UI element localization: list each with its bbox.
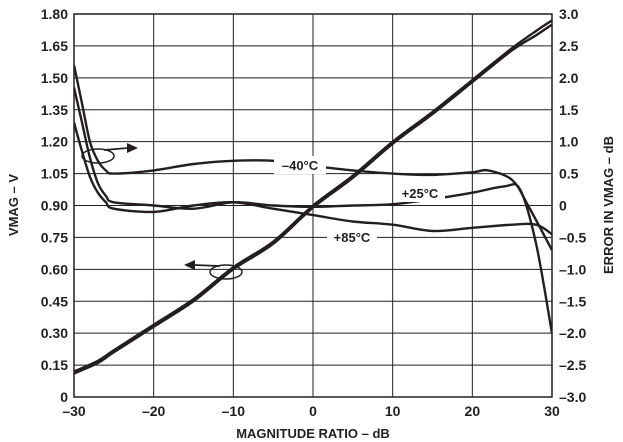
- data-series: [74, 19, 552, 375]
- vmag-curve-1: [74, 19, 552, 373]
- error-curve-4: [74, 122, 552, 236]
- y2-tick-label: 1.0: [559, 134, 579, 150]
- y-tick-label: 1.65: [41, 38, 68, 54]
- y2-tick-label: 2.5: [559, 38, 579, 54]
- tick-labels: –30 –20 –10 0 10 20 30 0 0.15 0.30 0.45 0.60 0.75 0.9…: [41, 6, 587, 419]
- y2-tick-label: 3.0: [559, 6, 579, 22]
- y-tick-label: 0.30: [41, 325, 68, 341]
- y-axis-title: VMAG – V: [6, 174, 21, 236]
- label-minus40c: –40°C: [282, 158, 319, 173]
- y2-tick-label: –3.0: [559, 389, 586, 405]
- x-axis-title: MAGNITUDE RATIO – dB: [236, 426, 390, 441]
- y2-tick-label: –1.5: [559, 293, 586, 309]
- x-tick-label: –30: [62, 403, 86, 419]
- x-tick-label: 20: [465, 403, 481, 419]
- y2-tick-label: 0.5: [559, 166, 579, 182]
- y-tick-label: 1.50: [41, 70, 68, 86]
- y2-tick-label: 0: [559, 198, 567, 214]
- y2-tick-label: –2.5: [559, 357, 586, 373]
- y-tick-label: 0.15: [41, 357, 68, 373]
- left-axis-indicator: [184, 260, 243, 280]
- error-curve-2: [74, 64, 552, 251]
- y2-axis-title: ERROR IN VMAG – dB: [601, 136, 616, 274]
- y-tick-label: 1.20: [41, 134, 68, 150]
- label-plus85c: +85°C: [334, 230, 371, 245]
- y-tick-label: 1.80: [41, 6, 68, 22]
- right-axis-indicator: [81, 143, 138, 164]
- y2-tick-label: –2.0: [559, 325, 586, 341]
- y2-tick-label: 2.0: [559, 70, 579, 86]
- label-bg-plus25: [395, 184, 445, 202]
- y-tick-label: 0.75: [41, 229, 68, 245]
- label-bg-plus85: [327, 228, 377, 246]
- x-tick-label: 30: [544, 403, 560, 419]
- label-bg-minus40: [274, 156, 326, 174]
- y2-tick-label: –0.5: [559, 229, 586, 245]
- plot-frame: [73, 13, 553, 398]
- label-plus25c: +25°C: [402, 186, 439, 201]
- x-tick-label: 0: [309, 403, 317, 419]
- y-tick-label: 1.35: [41, 102, 68, 118]
- x-tick-label: –20: [142, 403, 166, 419]
- y-tick-label: 0.60: [41, 261, 68, 277]
- x-tick-label: –10: [222, 403, 246, 419]
- y-tick-label: 0.90: [41, 198, 68, 214]
- x-tick-label: 10: [385, 403, 401, 419]
- y-tick-label: 0: [60, 389, 68, 405]
- error-curve-3: [74, 87, 552, 334]
- y2-tick-label: –1.0: [559, 261, 586, 277]
- y-tick-label: 0.45: [41, 293, 68, 309]
- y-tick-label: 1.05: [41, 166, 68, 182]
- y2-tick-label: 1.5: [559, 102, 579, 118]
